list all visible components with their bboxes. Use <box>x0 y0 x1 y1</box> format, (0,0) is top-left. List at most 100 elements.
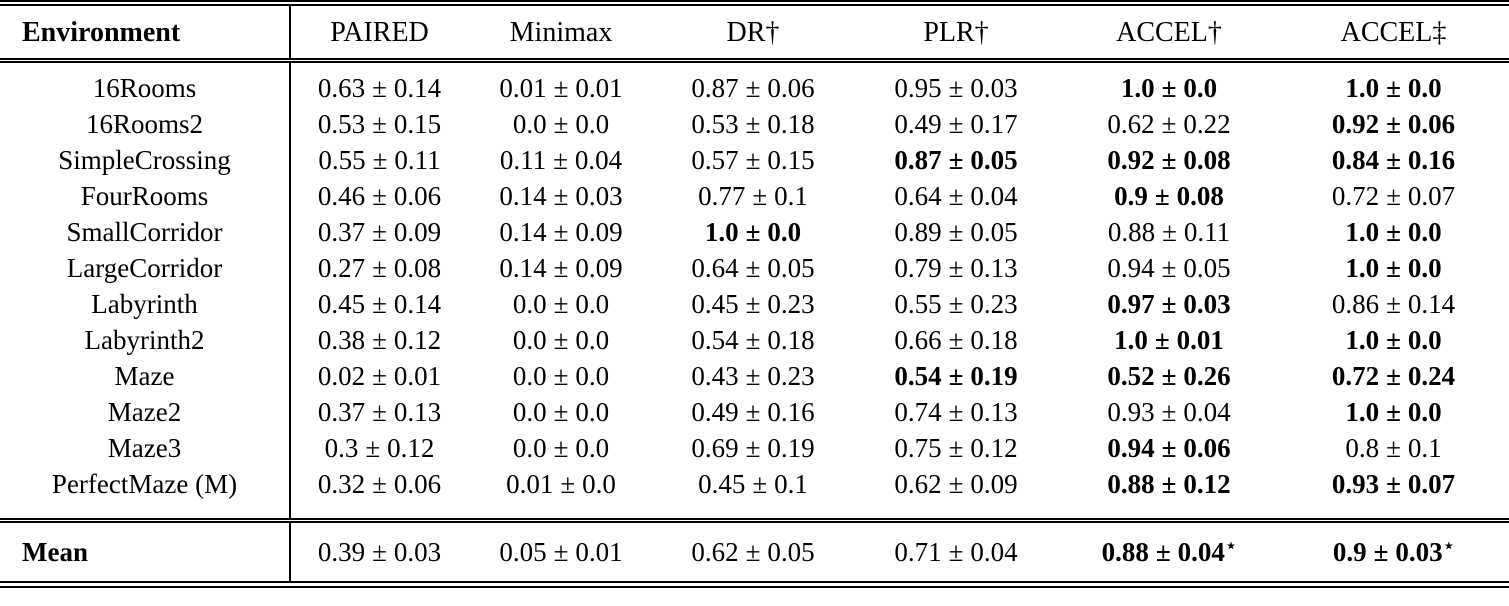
value-cell: 0.0 ±0.0 <box>468 430 654 466</box>
score-value: 1.0 <box>1114 324 1148 355</box>
value-cell: 0.45 ±0.14 <box>290 286 468 322</box>
score-stddev: 0.04 <box>1177 537 1225 567</box>
value-cell: 0.74 ±0.13 <box>852 394 1060 430</box>
value-cell: 0.89 ±0.05 <box>852 214 1060 250</box>
value-cell: 0.02 ±0.01 <box>290 358 468 394</box>
score-value: 0.9 <box>1332 537 1367 567</box>
score-stddev: 0.14 <box>393 72 442 103</box>
score-stddev: 0.0 <box>575 324 610 355</box>
score-value: 1.0 <box>1345 72 1380 103</box>
plus-minus-sign: ± <box>745 537 761 567</box>
score-stddev: 0.04 <box>1183 396 1231 427</box>
environment-cell: Maze3 <box>0 430 291 466</box>
plus-minus-sign: ± <box>1161 432 1177 463</box>
score-value: 0.01 <box>506 468 554 499</box>
plus-minus-sign: ± <box>1386 216 1401 247</box>
score-stddev: 0.0 <box>582 468 616 499</box>
score-value: 0.92 <box>1107 144 1155 175</box>
value-cell: 0.05 ±0.01 <box>468 518 654 585</box>
environment-cell: LargeCorridor <box>0 250 291 286</box>
plus-minus-sign: ± <box>745 396 761 427</box>
score-value: 0.14 <box>499 180 547 211</box>
table-row: SimpleCrossing 0.55 ±0.11 0.11 ±0.04 0.57 ±0.1… <box>0 142 1509 178</box>
value-cell: 0.0 ±0.0 <box>468 394 654 430</box>
score-value: 0.89 <box>894 216 942 247</box>
plus-minus-sign: ± <box>948 144 964 175</box>
score-value: 0.0 <box>512 288 547 319</box>
score-stddev: 0.06 <box>1407 108 1456 139</box>
score-stddev: 0.1 <box>774 468 808 499</box>
plus-minus-sign: ± <box>752 180 768 211</box>
plus-minus-sign: ± <box>1161 468 1177 499</box>
value-cell: 0.69 ±0.19 <box>654 430 852 466</box>
score-stddev: 0.0 <box>1407 72 1442 103</box>
value-cell: 0.45 ±0.1 <box>654 466 852 521</box>
score-stddev: 0.23 <box>767 288 815 319</box>
plus-minus-sign: ± <box>745 252 761 283</box>
score-value: 0.94 <box>1107 432 1155 463</box>
score-value: 0.39 <box>317 537 366 567</box>
value-cell: 1.0 ±0.0 <box>1060 61 1278 107</box>
score-value: 0.72 <box>1331 360 1380 391</box>
score-stddev: 0.12 <box>393 324 442 355</box>
plus-minus-sign: ± <box>1161 288 1177 319</box>
plus-minus-sign: ± <box>948 72 964 103</box>
score-stddev: 0.0 <box>575 108 610 139</box>
score-value: 0.45 <box>698 468 746 499</box>
score-stddev: 0.18 <box>767 324 815 355</box>
plus-minus-sign: ± <box>948 108 964 139</box>
plus-minus-sign: ± <box>1386 108 1401 139</box>
column-header-paired: PAIRED <box>290 3 468 63</box>
table-row: Maze 0.02 ±0.01 0.0 ±0.0 0.43 ±0.23 0.54 ±0.19 0.… <box>0 358 1509 394</box>
score-value: 0.62 <box>691 537 739 567</box>
score-stddev: 0.1 <box>1407 432 1442 463</box>
score-stddev: 0.0 <box>575 432 610 463</box>
plus-minus-sign: ± <box>948 180 964 211</box>
score-stddev: 0.03 <box>1183 288 1231 319</box>
value-cell: 1.0 ±0.0 <box>654 214 852 250</box>
score-value: 0.14 <box>499 216 547 247</box>
score-stddev: 0.14 <box>393 288 442 319</box>
value-cell: 0.43 ±0.23 <box>654 358 852 394</box>
score-value: 0.45 <box>691 288 739 319</box>
score-stddev: 0.26 <box>1183 360 1231 391</box>
plus-minus-sign: ± <box>745 288 761 319</box>
value-cell: 0.94 ±0.05 <box>1060 250 1278 286</box>
plus-minus-sign: ± <box>1386 396 1401 427</box>
score-value: 0.27 <box>317 252 366 283</box>
value-cell: 0.53 ±0.18 <box>654 106 852 142</box>
environment-cell: PerfectMaze (M) <box>0 466 291 521</box>
significance-star: ⋆ <box>1443 536 1455 555</box>
column-header-minimax: Minimax <box>468 3 654 63</box>
score-stddev: 0.22 <box>1183 108 1231 139</box>
environment-cell: SmallCorridor <box>0 214 291 250</box>
plus-minus-sign: ± <box>1386 432 1401 463</box>
plus-minus-sign: ± <box>1154 324 1170 355</box>
plus-minus-sign: ± <box>948 396 964 427</box>
score-value: 0.49 <box>691 396 739 427</box>
environment-cell: Labyrinth <box>0 286 291 322</box>
score-stddev: 0.05 <box>1183 252 1231 283</box>
plus-minus-sign: ± <box>948 432 964 463</box>
score-value: 0.66 <box>894 324 942 355</box>
score-value: 1.0 <box>1120 72 1155 103</box>
plus-minus-sign: ± <box>372 108 387 139</box>
score-stddev: 0.09 <box>575 216 623 247</box>
plus-minus-sign: ± <box>948 360 964 391</box>
score-value: 0.64 <box>894 180 942 211</box>
value-cell: 1.0 ±0.0 <box>1278 322 1509 358</box>
value-cell: 0.3 ±0.12 <box>290 430 468 466</box>
plus-minus-sign: ± <box>1386 288 1401 319</box>
plus-minus-sign: ± <box>372 180 387 211</box>
column-header-plr: PLR† <box>852 3 1060 63</box>
plus-minus-sign: ± <box>372 288 387 319</box>
value-cell: 0.14 ±0.09 <box>468 250 654 286</box>
value-cell: 0.84 ±0.16 <box>1278 142 1509 178</box>
score-stddev: 0.24 <box>1407 360 1456 391</box>
score-value: 0.87 <box>894 144 942 175</box>
score-stddev: 0.09 <box>393 216 442 247</box>
score-stddev: 0.16 <box>767 396 815 427</box>
score-value: 0.0 <box>512 396 547 427</box>
plus-minus-sign: ± <box>745 144 761 175</box>
value-cell: 0.27 ±0.08 <box>290 250 468 286</box>
